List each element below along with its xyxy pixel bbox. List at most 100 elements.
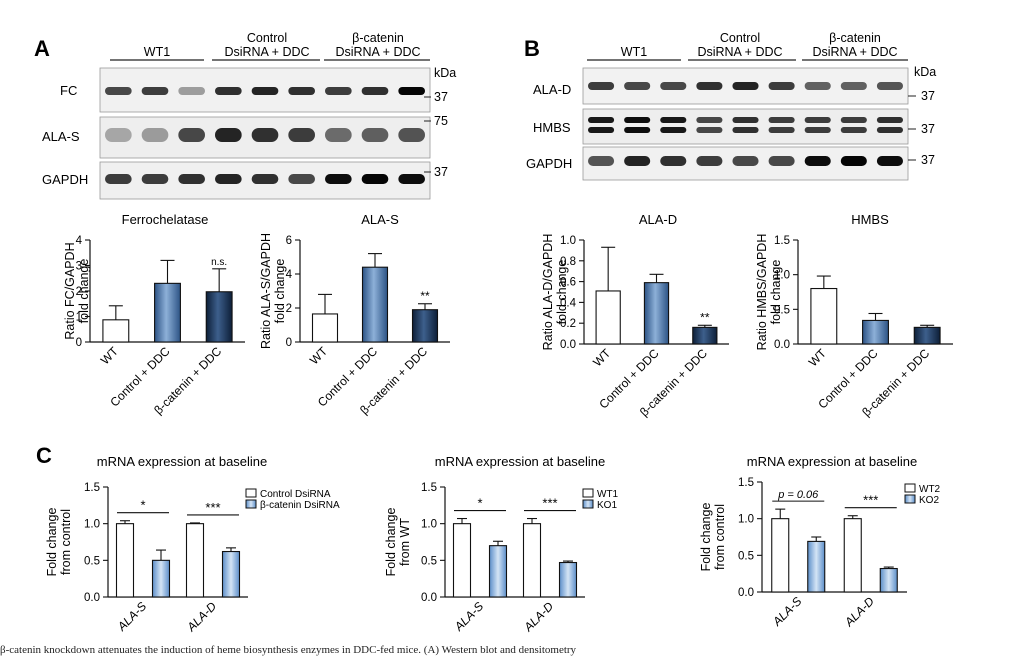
blot-a-label-alas: ALA-S xyxy=(42,129,80,144)
legend-entry: Control DsiRNA xyxy=(260,489,331,500)
blot-band xyxy=(325,174,352,184)
blot-band xyxy=(696,156,723,166)
blot-band xyxy=(876,82,903,90)
legend-entry: β-catenin DsiRNA xyxy=(260,500,340,511)
y-tick-label: 1.0 xyxy=(560,235,576,247)
blot-band xyxy=(876,156,903,166)
y-tick-label: 1.5 xyxy=(774,235,790,247)
bar xyxy=(205,291,233,343)
x-tick-label: WT xyxy=(590,346,614,370)
blot-band xyxy=(361,87,389,95)
y-tick-label: 0.6 xyxy=(560,277,576,289)
blot-b-gapdh xyxy=(582,146,909,181)
blot-band xyxy=(251,128,279,142)
bar xyxy=(595,290,621,345)
significance-label: * xyxy=(477,496,482,511)
bar xyxy=(311,313,339,343)
blot-b-hmbs xyxy=(582,108,909,145)
bar xyxy=(913,326,941,345)
bar xyxy=(558,561,578,598)
blot-band xyxy=(141,174,169,184)
bar xyxy=(411,309,439,343)
blot-b-group-1: WT1 xyxy=(621,45,647,59)
y-tick-label: 2 xyxy=(286,303,292,315)
blot-band xyxy=(804,117,831,123)
bar xyxy=(221,550,241,598)
chart-mrna-ko1: mRNA expression at baseline Fold changefr… xyxy=(384,454,619,635)
y-tick-label: 2 xyxy=(76,286,82,298)
y-tick-label: 0.0 xyxy=(421,592,437,604)
significance-label: n.s. xyxy=(211,257,227,268)
blot-band xyxy=(178,87,205,95)
blot-band xyxy=(178,174,205,184)
blot-band xyxy=(215,174,242,184)
blot-band xyxy=(696,117,723,123)
blot-b-marker-alad: 37 xyxy=(921,89,935,103)
blot-band xyxy=(624,127,651,133)
blot-band xyxy=(105,128,132,142)
blot-a-marker-gapdh: 37 xyxy=(434,165,448,179)
blot-b-alad xyxy=(582,67,909,105)
x-tick-label: ALA-D xyxy=(521,599,557,635)
blot-band xyxy=(732,82,759,90)
significance-label: *** xyxy=(542,496,557,511)
blot-band xyxy=(768,156,795,166)
figure-caption: β-catenin knockdown attenuates the induc… xyxy=(0,644,577,656)
legend-entry: WT2 xyxy=(919,484,941,495)
significance-label: ** xyxy=(420,289,430,303)
x-tick-label: ALA-S xyxy=(451,599,486,634)
legend-swatch xyxy=(245,499,257,509)
blot-a-kda: kDa xyxy=(434,66,456,80)
significance-label: ** xyxy=(700,310,710,324)
y-tick-label: 1.5 xyxy=(84,482,100,494)
blot-band xyxy=(624,117,651,123)
blot-band xyxy=(325,128,352,142)
legend-swatch xyxy=(582,488,594,498)
blot-band xyxy=(804,156,831,166)
blot-band xyxy=(876,117,903,123)
blot-band xyxy=(251,174,279,184)
chart-title: ALA-D xyxy=(639,212,677,227)
blot-band xyxy=(660,156,687,166)
blot-a-gapdh xyxy=(99,161,431,200)
blot-b-group-3: β-catenin DsiRNA + DDC xyxy=(812,31,897,59)
blot-band xyxy=(840,127,867,133)
blot-a-group-3: β-catenin DsiRNA + DDC xyxy=(335,31,420,59)
y-tick-label: 0.0 xyxy=(738,587,754,599)
bar xyxy=(771,518,790,593)
y-axis-label: Fold changefrom WT xyxy=(384,508,412,577)
blot-band xyxy=(251,87,279,95)
chart-mrna-dsirna: mRNA expression at baseline Fold changefr… xyxy=(45,454,340,635)
bar xyxy=(807,540,826,593)
y-tick-label: 1.0 xyxy=(421,519,437,531)
blot-b-marker-hmbs: 37 xyxy=(921,122,935,136)
bar xyxy=(102,319,130,343)
blot-a-fc xyxy=(99,67,431,113)
y-tick-label: 0.4 xyxy=(560,297,577,309)
blot-band xyxy=(732,156,759,166)
x-tick-label: ALA-S xyxy=(769,594,804,629)
blot-band xyxy=(105,87,132,95)
y-tick-label: 0 xyxy=(286,337,292,349)
x-tick-label: WT xyxy=(806,346,830,370)
significance-label: *** xyxy=(863,493,878,508)
chart-title: mRNA expression at baseline xyxy=(97,454,268,469)
blot-band xyxy=(768,82,795,90)
blot-band xyxy=(288,87,315,95)
blot-band xyxy=(325,87,352,95)
y-axis-label: Ratio ALA-S/GAPDHfold change xyxy=(259,233,287,349)
blot-band xyxy=(588,82,615,90)
blot-a-group-2: Control DsiRNA + DDC xyxy=(224,31,309,59)
bar xyxy=(452,523,472,598)
blot-band xyxy=(696,82,723,90)
chart-mrna-ko2: mRNA expression at baseline Fold changefr… xyxy=(699,454,941,630)
blot-b-marker-gapdh: 37 xyxy=(921,153,935,167)
blot-band xyxy=(660,82,687,90)
x-tick-label: ALA-D xyxy=(184,599,220,635)
y-tick-label: 1.5 xyxy=(421,482,437,494)
x-tick-label: ALA-S xyxy=(114,599,149,634)
blot-a-marker-fc: 37 xyxy=(434,90,448,104)
x-tick-label: WT xyxy=(98,344,122,368)
bar xyxy=(843,518,862,593)
blot-band xyxy=(768,127,795,133)
